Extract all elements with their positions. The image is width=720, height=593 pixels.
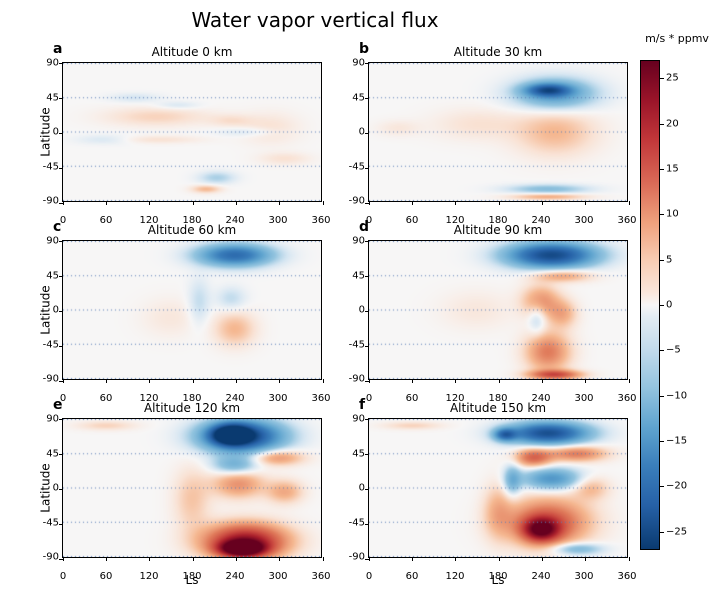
heatmap (63, 63, 321, 201)
y-axis-label: Latitude (39, 285, 53, 334)
panel-title: Altitude 150 km (369, 401, 627, 415)
colorbar-tick: 15 (666, 163, 679, 174)
colorbar-tick: −20 (666, 481, 687, 492)
panel-letter: a (53, 41, 62, 57)
colorbar-label: m/s * ppmv (632, 32, 720, 45)
panel-b: bAltitude 30 km-90-450459006012018024030… (368, 62, 628, 202)
panel-e: eAltitude 120 km-90-4504590Latitude06012… (62, 418, 322, 558)
colorbar-tick: −15 (666, 436, 687, 447)
y-axis-label: Latitude (39, 107, 53, 156)
panel-letter: f (359, 397, 365, 413)
panel-title: Altitude 90 km (369, 223, 627, 237)
colorbar: m/s * ppmv −25−20−15−10−50510152025 (640, 60, 700, 550)
colorbar-tick: 25 (666, 73, 679, 84)
colorbar-tick: 20 (666, 118, 679, 129)
heatmap (369, 419, 627, 557)
panel-d: dAltitude 90 km-90-450459006012018024030… (368, 240, 628, 380)
colorbar-tick: −5 (666, 345, 681, 356)
heatmap (63, 241, 321, 379)
heatmap (63, 419, 321, 557)
panel-letter: c (53, 219, 61, 235)
colorbar-tick: −25 (666, 526, 687, 537)
panel-title: Altitude 30 km (369, 45, 627, 59)
panel-a: aAltitude 0 km-90-4504590Latitude0601201… (62, 62, 322, 202)
heatmap (369, 63, 627, 201)
colorbar-tick: 5 (666, 254, 672, 265)
y-axis-label: Latitude (39, 463, 53, 512)
panel-title: Altitude 0 km (63, 45, 321, 59)
panel-letter: d (359, 219, 369, 235)
panel-letter: b (359, 41, 369, 57)
colorbar-tick: 10 (666, 209, 679, 220)
colorbar-gradient (640, 60, 660, 550)
panel-letter: e (53, 397, 63, 413)
panel-c: cAltitude 60 km-90-4504590Latitude060120… (62, 240, 322, 380)
x-axis-label: Ls (63, 573, 321, 587)
colorbar-tick: 0 (666, 300, 672, 311)
panel-title: Altitude 120 km (63, 401, 321, 415)
panel-title: Altitude 60 km (63, 223, 321, 237)
heatmap (369, 241, 627, 379)
x-axis-label: Ls (369, 573, 627, 587)
figure-title: Water vapor vertical flux (0, 8, 630, 32)
figure-root: { "title": "Water vapor vertical flux", … (0, 0, 720, 593)
panel-f: fAltitude 150 km-90-45045900601201802403… (368, 418, 628, 558)
colorbar-tick: −10 (666, 390, 687, 401)
